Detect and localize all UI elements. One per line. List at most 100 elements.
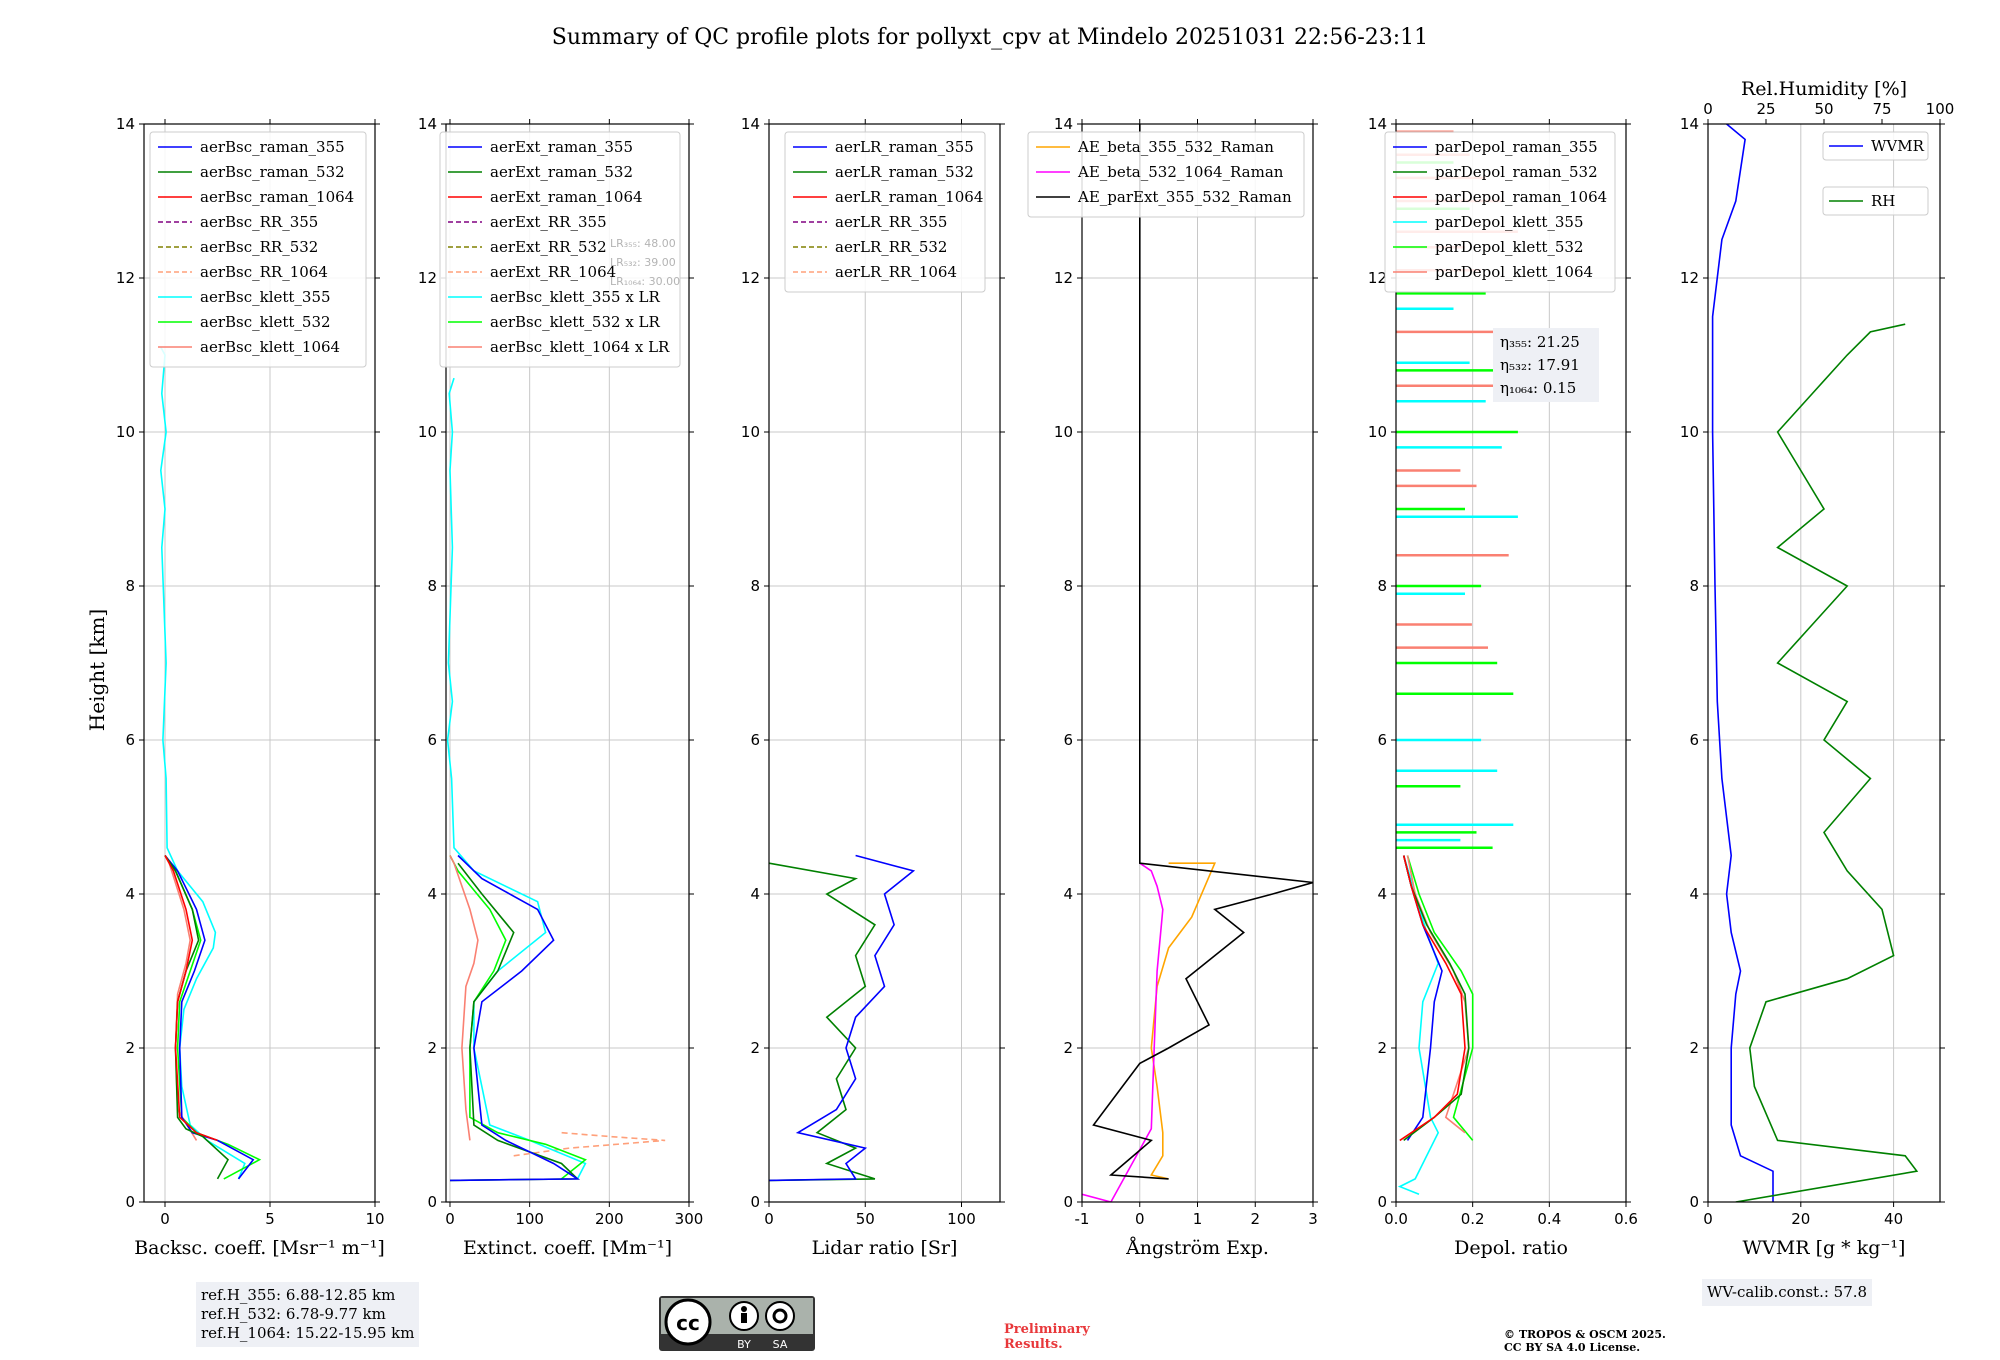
preliminary-note: Preliminary Results. [1004,1322,1090,1352]
legend-entry: aerExt_raman_355 [490,138,633,156]
y-tick-label: 4 [1689,885,1699,903]
y-tick-label: 12 [418,269,437,287]
x-tick-label: -1 [1075,1210,1090,1228]
y-tick-label: 10 [1054,423,1073,441]
series-AE_parExt_355_532_Raman [1092,124,1313,1180]
copyright-line-2: CC BY SA 4.0 License. [1504,1341,1641,1354]
series-aerLR_raman_532 [769,862,876,1182]
y-tick-label: 8 [125,577,135,595]
legend-entry: aerExt_raman_1064 [490,188,643,206]
legend-entry: aerBsc_klett_1064 [200,338,340,356]
y-tick-label: 10 [741,423,760,441]
y-tick-label: 2 [750,1039,760,1057]
series-group [1082,124,1313,1202]
series-group [446,377,666,1182]
y-tick-label: 0 [1063,1193,1073,1211]
y-tick-label: 4 [125,885,135,903]
x2-tick-label: 50 [1814,100,1833,118]
svg-text:cc: cc [676,1311,700,1335]
x-axis-label: Backsc. coeff. [Msr⁻¹ m⁻¹] [134,1237,385,1259]
series-aerExt_raman_355 [449,854,581,1182]
series-RH [1735,323,1919,1202]
x-axis-label: Extinct. coeff. [Mm⁻¹] [463,1237,672,1259]
y-tick-label: 0 [1377,1193,1387,1211]
x-tick-label: 3 [1308,1210,1318,1228]
series-parDepol_klett_1064 [1406,855,1470,1134]
legend-entry: aerBsc_klett_532 x LR [490,313,661,331]
legend-entry: aerLR_RR_355 [835,213,947,231]
x-tick-label: 100 [515,1210,544,1228]
y-tick-label: 10 [418,423,437,441]
y-tick-label: 4 [1063,885,1073,903]
y-axis-label: Height [km] [85,609,109,731]
legend-entry: aerLR_raman_355 [835,138,974,156]
y-tick-label: 6 [1063,731,1073,749]
y-tick-label: 6 [1377,731,1387,749]
series-parDepol_raman_355 [1402,855,1443,1141]
series-AE_beta_355_532_Raman [1150,862,1217,1180]
x-axis-label: WVMR [g * kg⁻¹] [1743,1237,1906,1259]
y-tick-label: 8 [1377,577,1387,595]
y-tick-label: 6 [125,731,135,749]
wv-calib-text: WV-calib.const.: 57.8 [1707,1283,1868,1301]
license-by-label: BY [737,1338,751,1351]
x2-tick-label: 75 [1872,100,1891,118]
panel-lr: 0 50 100 0 2 4 6 8 10 12 14 Lidar ratio [Sr] aerLR_r… [741,115,1005,1259]
y-tick-label: 6 [1689,731,1699,749]
series-aerBsc_klett_532 [164,855,262,1180]
legend-entry: AE_beta_532_1064_Raman [1077,163,1284,181]
legend-entry: aerExt_RR_355 [490,213,607,231]
eta-box [1493,328,1599,402]
legend-entry: aerBsc_RR_355 [200,213,318,231]
legend-entry: aerLR_RR_1064 [835,263,957,281]
sa-icon [765,1301,795,1331]
ref-height-1064: ref.H_1064: 15.22-15.95 km [201,1324,415,1342]
x-tick-label: 0 [764,1210,774,1228]
x-axis-label: Lidar ratio [Sr] [812,1237,958,1259]
series-aerExt_RR_1064 [513,1131,666,1157]
y-tick-label: 10 [116,423,135,441]
y-tick-label: 12 [1680,269,1699,287]
x-tick-label: 0.6 [1614,1210,1638,1228]
axes-frame [445,123,690,1203]
series-aerBsc_raman_1064 [164,855,218,1142]
eta-label: η₃₅₅: 21.25 [1500,333,1580,351]
legend-entry: parDepol_klett_1064 [1435,263,1593,281]
license-sa-label: SA [773,1338,788,1351]
y-tick-label: 10 [1680,423,1699,441]
series-aerBsc_klett_532 x LR [449,855,587,1180]
figure-title: Summary of QC profile plots for pollyxt_… [552,25,1428,50]
series-parDepol_raman_1064 [1399,855,1466,1142]
legend-entry: aerExt_RR_532 [490,238,607,256]
x-tick-label: 50 [856,1210,875,1228]
y-tick-label: 4 [427,885,437,903]
y-tick-label: 0 [750,1193,760,1211]
legend-box [1822,186,1929,216]
legend-entry: aerLR_RR_532 [835,238,947,256]
legend-entry: parDepol_klett_532 [1435,238,1584,256]
copyright-note: © TROPOS & OSCM 2025. CC BY SA 4.0 Licen… [1504,1328,1666,1354]
legend-entry: parDepol_raman_532 [1435,163,1598,181]
legend-entry: aerBsc_RR_532 [200,238,318,256]
series-group [769,854,916,1182]
axes-frame [143,123,376,1203]
series-aerExt_raman_532 [449,862,580,1182]
legend-box [1384,131,1616,293]
x-tick-label: 20 [1791,1210,1810,1228]
legend-entry: parDepol_klett_355 [1435,213,1584,231]
legend-entry: aerBsc_raman_532 [200,163,345,181]
legend-box [149,131,367,368]
y-tick-label: 8 [750,577,760,595]
cc-license-badge[interactable]: cc BY SA [659,1296,815,1351]
axes-frame [768,123,1001,1203]
y-tick-label: 4 [750,885,760,903]
y-tick-label: 8 [1689,577,1699,595]
y-tick-label: 12 [116,269,135,287]
lr-label: LR₅₃₂: 39.00 [610,256,676,269]
legend-entry: aerBsc_klett_355 x LR [490,288,661,306]
x-tick-label: 10 [365,1210,384,1228]
panel-ext: 0 100 200 300 0 2 4 6 8 10 12 14 Extinct. coeff. [Mm… [418,115,703,1259]
lr-label: LR₁₀₆₄: 30.00 [610,275,680,288]
